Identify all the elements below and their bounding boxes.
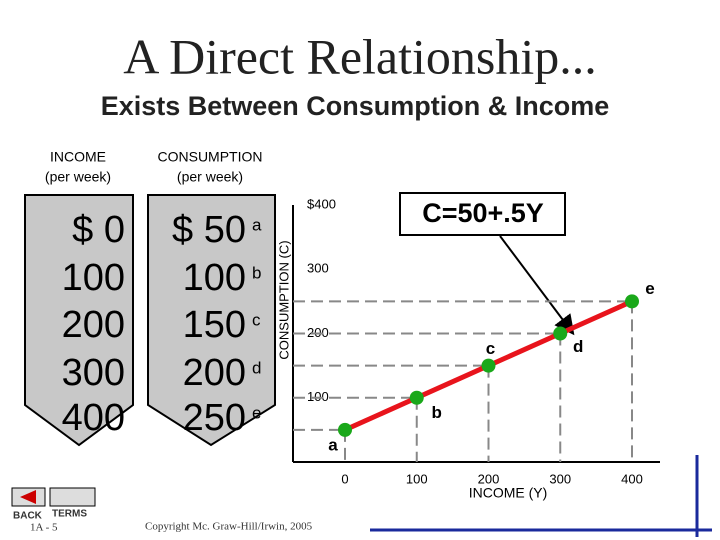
equation: C=50+.5Y	[422, 198, 544, 228]
equation-box	[399, 192, 566, 236]
x-tick-label: 100	[406, 471, 428, 486]
income-cell: 200	[62, 304, 125, 346]
y-tick-label: $400	[307, 196, 336, 211]
slide-subtitle: Exists Between Consumption & Income	[101, 91, 610, 121]
x-tick-label: 0	[341, 471, 348, 486]
y-tick-label: 100	[307, 389, 329, 404]
row-letter: e	[252, 403, 261, 422]
table-header: (per week)	[45, 169, 111, 185]
row-letter: d	[252, 358, 261, 377]
terms-label[interactable]: TERMS	[52, 509, 87, 520]
income-cell: $ 0	[72, 209, 125, 251]
y-tick-label: 300	[307, 261, 329, 276]
y-axis-label: CONSUMPTION (C)	[276, 240, 291, 359]
income-column-shape	[24, 194, 134, 447]
point	[553, 326, 568, 341]
table-header: (per week)	[177, 169, 243, 185]
point	[409, 390, 424, 405]
point-label: b	[432, 403, 442, 422]
point-label: e	[645, 279, 654, 298]
income-cell: 400	[62, 397, 125, 439]
table-header: CONSUMPTION	[158, 149, 263, 165]
back-label[interactable]: BACK	[13, 511, 43, 522]
x-axis-label: INCOME (Y)	[469, 485, 548, 501]
row-letter: c	[252, 310, 261, 329]
x-tick-label: 200	[478, 471, 500, 486]
consumption-cell: 100	[183, 257, 246, 299]
x-tick-label: 400	[621, 471, 643, 486]
back-icon	[20, 490, 36, 504]
table-header: INCOME	[50, 149, 106, 165]
point	[338, 422, 352, 437]
consumption-cell: 250	[183, 397, 246, 439]
y-tick-label: 200	[307, 325, 329, 340]
consumption-cell: $ 50	[172, 209, 246, 251]
consumption-column-shape	[147, 194, 276, 447]
point	[625, 294, 639, 309]
income-cell: 300	[62, 352, 125, 394]
slide-title: A Direct Relationship...	[123, 28, 597, 84]
point-label: a	[328, 435, 338, 454]
row-letter: a	[252, 215, 262, 234]
consumption-cell: 200	[183, 352, 246, 394]
slide-number: 1A - 5	[30, 522, 58, 534]
row-letter: b	[252, 263, 261, 282]
point	[481, 358, 496, 373]
point-label: d	[573, 337, 583, 356]
terms-button[interactable]	[49, 487, 96, 507]
consumption-cell: 150	[183, 304, 246, 346]
income-cell: 100	[62, 257, 125, 299]
copyright: Copyright Mc. Graw-Hill/Irwin, 2005	[145, 521, 313, 533]
x-tick-label: 300	[549, 471, 571, 486]
point-label: c	[486, 339, 495, 358]
equation-arrow	[499, 235, 575, 336]
